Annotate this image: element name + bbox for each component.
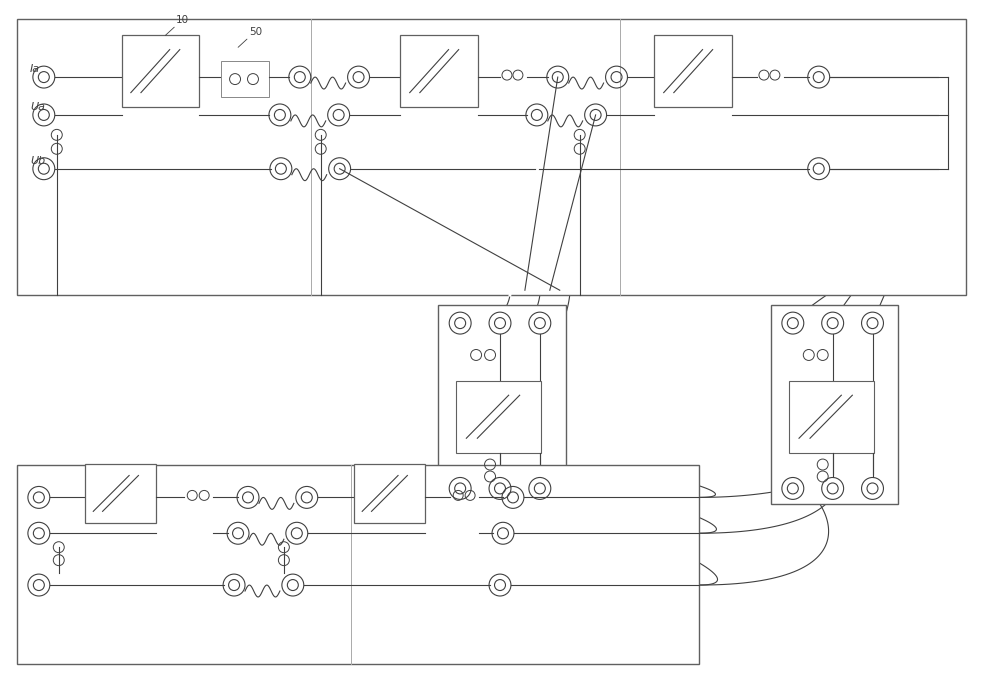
Text: 10: 10 bbox=[176, 15, 189, 25]
Text: Ia: Ia bbox=[30, 64, 40, 74]
Bar bbox=[221, 61, 269, 97]
Bar bbox=[771, 305, 898, 505]
Text: 50: 50 bbox=[249, 27, 262, 38]
Bar bbox=[400, 35, 478, 107]
Text: Ub: Ub bbox=[30, 156, 45, 166]
Bar bbox=[789, 381, 874, 452]
Bar bbox=[85, 464, 156, 523]
Bar bbox=[122, 35, 199, 107]
Bar bbox=[17, 464, 699, 664]
Bar bbox=[438, 305, 566, 505]
Bar bbox=[17, 19, 966, 295]
Text: Ua: Ua bbox=[30, 102, 45, 112]
Bar bbox=[354, 464, 425, 523]
Bar bbox=[456, 381, 541, 452]
Bar bbox=[654, 35, 732, 107]
